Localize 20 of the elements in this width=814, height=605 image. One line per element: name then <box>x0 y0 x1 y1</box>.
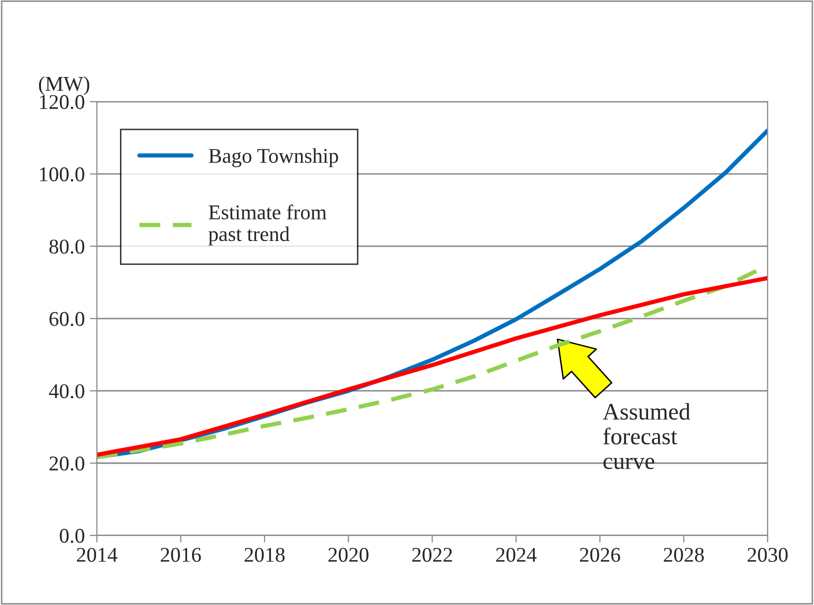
y-tick-label: 0.0 <box>60 528 84 543</box>
x-tick-label: 2022 <box>412 548 452 562</box>
y-tick-label: 100.0 <box>40 167 84 182</box>
x-tick-label: 2018 <box>244 548 285 562</box>
x-tick-label: 2024 <box>496 548 537 562</box>
y-tick-label: 40.0 <box>49 384 84 398</box>
x-tick-label: 2014 <box>76 548 118 562</box>
y-tick-label: 80.0 <box>49 240 84 254</box>
legend-label: Estimate from past trend <box>208 204 326 246</box>
y-tick-label: 20.0 <box>50 456 84 471</box>
y-tick-label: 120.0 <box>40 95 84 110</box>
y-axis-title: (MW) <box>39 76 90 96</box>
x-tick-label: 2020 <box>328 548 368 562</box>
x-tick-label: 2028 <box>664 548 704 562</box>
x-tick-label: 2026 <box>580 548 620 562</box>
y-tick-label: 60.0 <box>49 312 84 326</box>
x-tick-label: 2016 <box>160 548 201 562</box>
x-tick-label: 2030 <box>748 548 788 562</box>
annotation: Assumed forecast curve <box>602 403 690 470</box>
legend-label: Bago Township <box>208 148 338 168</box>
